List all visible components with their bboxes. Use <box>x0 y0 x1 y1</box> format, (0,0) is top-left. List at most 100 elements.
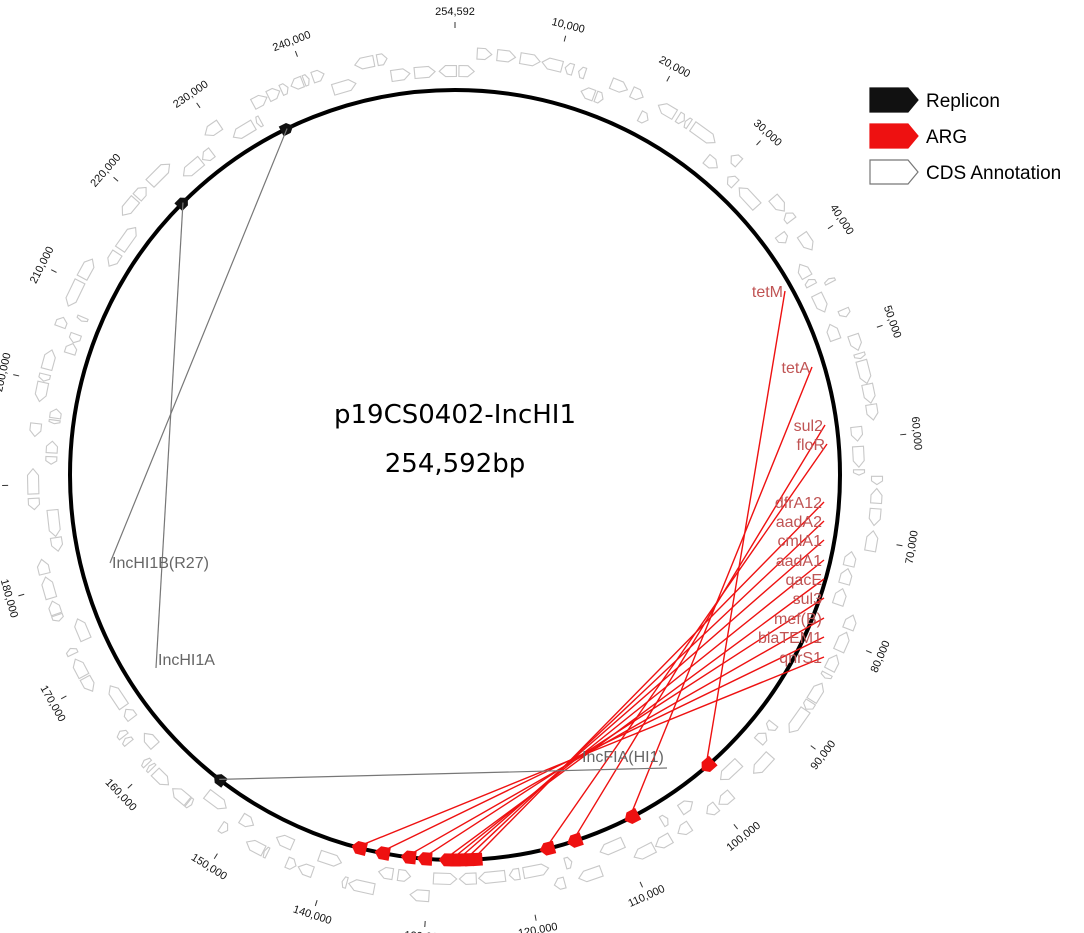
cds-arrow <box>232 119 257 139</box>
cds-arrow <box>297 863 316 879</box>
legend-swatch <box>869 87 919 113</box>
cds-annotation-track <box>26 47 884 903</box>
tick-label: 10,000 <box>550 16 586 36</box>
cds-arrow <box>847 332 862 352</box>
cds-arrow <box>45 455 58 465</box>
tick-mark <box>50 269 57 273</box>
tick-mark <box>639 881 644 888</box>
cds-arrow <box>850 425 864 442</box>
cds-arrow <box>861 382 876 405</box>
arg-label: qacE <box>786 572 822 589</box>
cds-arrow <box>249 94 268 110</box>
arg-label: aadA2 <box>776 514 822 531</box>
cds-arrow <box>26 467 40 495</box>
cds-arrow <box>140 757 153 769</box>
cds-arrow <box>774 230 789 244</box>
cds-arrow <box>868 507 882 527</box>
cds-arrow <box>553 876 567 890</box>
cds-arrow <box>34 380 50 403</box>
cds-arrow <box>341 876 349 889</box>
cds-arrow <box>832 631 850 654</box>
cds-arrow <box>438 64 457 78</box>
arg-features: tetM tetA sul2 floR dfrA12 aadA2 cmlA1 aadA1 qac… <box>351 284 828 867</box>
cds-arrow <box>79 674 95 692</box>
replicon-leader-line <box>155 202 184 669</box>
cds-arrow <box>123 708 138 723</box>
arg-label: tetM <box>752 284 783 301</box>
cds-arrow <box>738 187 762 211</box>
replicon-feature <box>213 774 228 788</box>
arg-label: floR <box>797 437 825 454</box>
replicon-leader-line <box>219 767 668 780</box>
cds-arrow <box>310 69 325 84</box>
cds-arrow <box>676 800 694 816</box>
tick-mark <box>810 745 816 750</box>
cds-arrow <box>578 66 588 80</box>
arg-feature-tetA <box>624 807 642 825</box>
legend-label: Replicon <box>926 91 1000 112</box>
cds-arrow <box>820 670 833 680</box>
cds-arrow <box>842 614 857 632</box>
cds-arrow <box>726 175 740 189</box>
arg-label: tetA <box>782 360 811 377</box>
cds-arrow <box>458 872 478 885</box>
replicon-features: IncFIA(HI1) IncHI1A IncHI1B(R27) <box>109 122 668 788</box>
cds-arrow <box>48 408 62 420</box>
cds-arrow <box>674 111 685 125</box>
cds-arrow <box>76 258 95 281</box>
cds-arrow <box>677 820 694 836</box>
tick-mark <box>18 593 25 597</box>
cds-arrow <box>851 445 865 469</box>
cds-arrow <box>496 48 517 63</box>
tick-label: 20,000 <box>657 54 692 81</box>
tick-label: 170,000 <box>38 683 68 724</box>
cds-arrow <box>38 372 52 382</box>
legend-swatch <box>869 123 919 149</box>
cds-arrow <box>688 121 716 144</box>
tick-label: 210,000 <box>28 245 57 286</box>
tick-label: 120,000 <box>517 921 558 933</box>
cds-arrow <box>838 567 853 586</box>
cds-arrow <box>608 77 629 93</box>
cds-arrow <box>593 90 604 104</box>
arg-leader-line <box>408 617 825 856</box>
replicon-label: IncHI1A <box>158 652 215 669</box>
arg-leader-line <box>546 443 828 848</box>
cds-arrow <box>284 856 297 870</box>
cds-arrow <box>316 849 343 867</box>
cds-arrow <box>654 832 675 849</box>
cds-arrow <box>347 879 376 896</box>
tick-label: 80,000 <box>869 639 893 675</box>
cds-arrow <box>182 155 206 177</box>
cds-arrow <box>132 186 147 202</box>
cds-arrow <box>72 658 90 680</box>
cds-arrow <box>870 487 883 505</box>
tick-mark <box>896 544 903 547</box>
cds-arrow <box>599 836 627 856</box>
cds-arrow <box>658 814 669 828</box>
arg-label: sul3 <box>793 591 822 608</box>
tick-mark <box>865 650 872 654</box>
replicon-leader-line <box>109 128 288 564</box>
cds-arrow <box>718 789 736 805</box>
cds-arrow <box>826 323 842 343</box>
cds-arrow <box>290 75 306 90</box>
cds-arrow <box>730 154 744 168</box>
cds-arrow <box>702 153 718 169</box>
cds-arrow <box>409 889 430 903</box>
cds-arrow <box>783 212 797 225</box>
cds-arrow <box>628 86 644 101</box>
cds-arrow <box>145 762 157 774</box>
cds-arrow <box>563 856 573 870</box>
tick-mark <box>294 50 298 57</box>
tick-label: 150,000 <box>189 851 229 882</box>
cds-arrow <box>143 732 160 751</box>
arg-leader-line <box>474 501 825 858</box>
tick-mark <box>876 324 883 328</box>
cds-arrow <box>823 277 837 286</box>
cds-arrow <box>706 801 721 816</box>
replicon-label: IncHI1B(R27) <box>112 555 209 572</box>
arg-leader-line <box>452 559 825 859</box>
arg-leader-line <box>705 290 786 765</box>
